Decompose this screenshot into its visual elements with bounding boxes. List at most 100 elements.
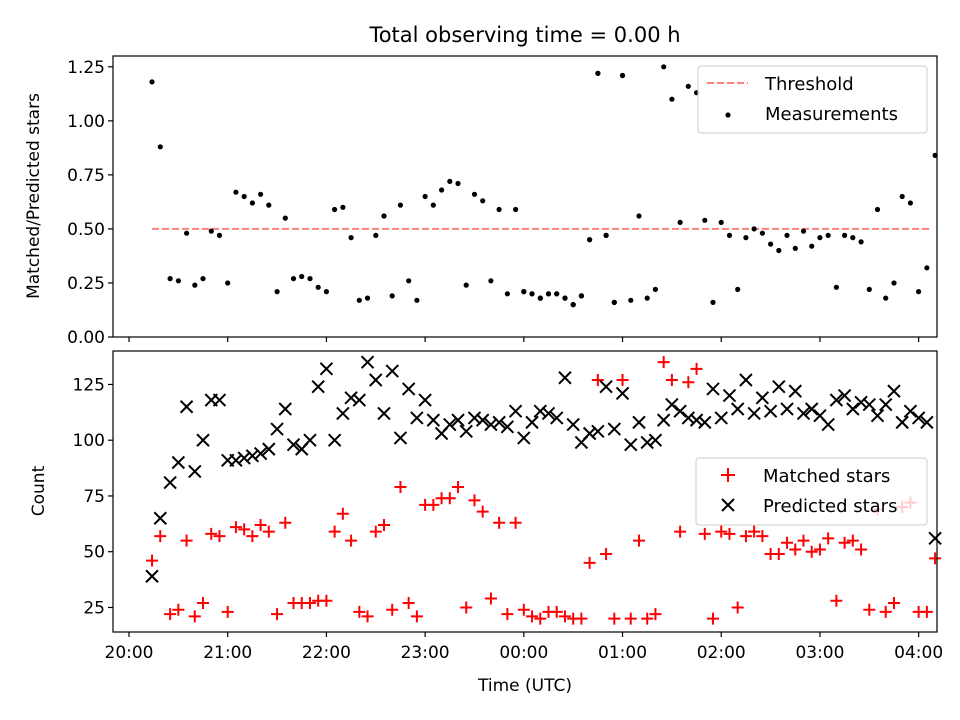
measurement-point [891, 280, 897, 286]
predicted-star-point [772, 379, 786, 394]
matched-star-point [616, 373, 629, 386]
measurement-point [447, 178, 453, 184]
measurement-point [290, 276, 297, 282]
matched-star-point [887, 597, 900, 610]
top-y-axis-label: Matched/Predicted stars [24, 93, 44, 299]
predicted-star-point [426, 413, 441, 427]
predicted-star-point [763, 404, 778, 418]
matched-star-point [377, 518, 390, 531]
top-y-tick-label: 0.75 [67, 166, 105, 186]
measurement-point [157, 144, 163, 150]
measurement-point [356, 297, 362, 303]
predicted-star-point [640, 435, 654, 450]
matched-star-point [550, 605, 563, 618]
measurement-point [192, 282, 198, 288]
measurement-point [537, 295, 543, 301]
top-y-ticks: 0.00 0.25 0.50 0.75 1.00 1.25 [67, 58, 113, 348]
matched-star-point [345, 534, 358, 547]
predicted-star-point [451, 413, 465, 427]
measurement-point [200, 276, 206, 282]
predicted-star-point [196, 433, 210, 447]
top-panel-data [149, 64, 938, 308]
matched-star-point [558, 610, 571, 623]
matched-star-point [402, 597, 415, 610]
predicted-star-point [484, 417, 498, 432]
legend-matched-label: Matched stars [763, 466, 890, 487]
matched-star-point [262, 525, 275, 538]
measurement-point [389, 293, 395, 299]
predicted-star-point [599, 379, 613, 394]
top-axes-frame [112, 55, 938, 338]
predicted-star-point [903, 404, 918, 418]
legend-matched-swatch [721, 468, 735, 482]
measurement-point [800, 228, 807, 234]
bottom-y-tick-label: 50 [83, 543, 105, 563]
predicted-star-point [829, 393, 844, 407]
measurement-point [282, 215, 288, 221]
measurement-point [833, 284, 840, 290]
measurement-point [899, 193, 905, 200]
legend-measurements-label: Measurements [765, 104, 898, 125]
measurement-point [809, 243, 815, 249]
measurement-point [315, 284, 321, 290]
legend-predicted-swatch [721, 498, 735, 512]
predicted-star-point [706, 382, 720, 396]
predicted-star-point [558, 371, 572, 385]
predicted-star-point [591, 424, 605, 438]
predicted-star-point [270, 422, 284, 436]
predicted-star-point [443, 417, 457, 432]
predicted-star-point [286, 437, 301, 452]
measurement-point [167, 276, 173, 282]
measurement-point [323, 289, 329, 295]
matched-star-point [838, 536, 851, 549]
top-y-tick-label: 1.25 [67, 58, 105, 78]
measurement-point [784, 232, 790, 238]
matched-star-point [468, 494, 481, 507]
matched-star-point [731, 601, 744, 614]
matched-star-point [336, 507, 349, 520]
matched-star-point [657, 356, 670, 369]
bottom-y-tick-label: 125 [73, 375, 105, 395]
measurement-point [430, 202, 436, 208]
measurement-point [685, 83, 691, 89]
measurement-point [850, 235, 856, 241]
predicted-star-point [533, 404, 547, 418]
predicted-star-point [895, 415, 909, 430]
predicted-star-point [500, 420, 515, 434]
x-tick-label: 01:00 [598, 643, 647, 663]
measurement-point [406, 278, 412, 284]
matched-star-point [180, 534, 193, 547]
predicted-star-point [681, 411, 696, 425]
predicted-star-point [369, 373, 383, 387]
predicted-star-point [153, 511, 167, 525]
measurement-point [669, 96, 675, 102]
predicted-star-point [689, 413, 704, 427]
matched-star-point [254, 518, 267, 531]
predicted-star-point [188, 464, 202, 479]
predicted-star-point [854, 395, 868, 410]
predicted-star-point [212, 393, 227, 407]
x-axis-label: Time (UTC) [477, 676, 572, 696]
measurement-point [439, 187, 445, 193]
predicted-star-point [780, 402, 794, 416]
predicted-star-point [327, 433, 342, 447]
matched-star-point [328, 525, 341, 538]
matched-star-point [460, 601, 473, 614]
measurement-point [628, 297, 634, 303]
measurement-point [595, 70, 601, 76]
predicted-star-point [615, 386, 630, 401]
predicted-star-point [377, 406, 391, 421]
bottom-y-axis-label: Count [29, 465, 49, 516]
measurement-point [611, 299, 617, 305]
measurement-point [241, 193, 247, 200]
measurement-point [710, 299, 716, 305]
measurement-point [578, 293, 585, 299]
measurement-point [743, 235, 749, 241]
measurement-point [768, 241, 774, 247]
x-tick-label: 04:00 [894, 643, 943, 663]
matched-star-point [846, 534, 859, 547]
measurement-point [373, 232, 379, 238]
matched-star-point [279, 516, 292, 529]
predicted-star-point [237, 451, 251, 465]
measurement-point [488, 278, 494, 284]
